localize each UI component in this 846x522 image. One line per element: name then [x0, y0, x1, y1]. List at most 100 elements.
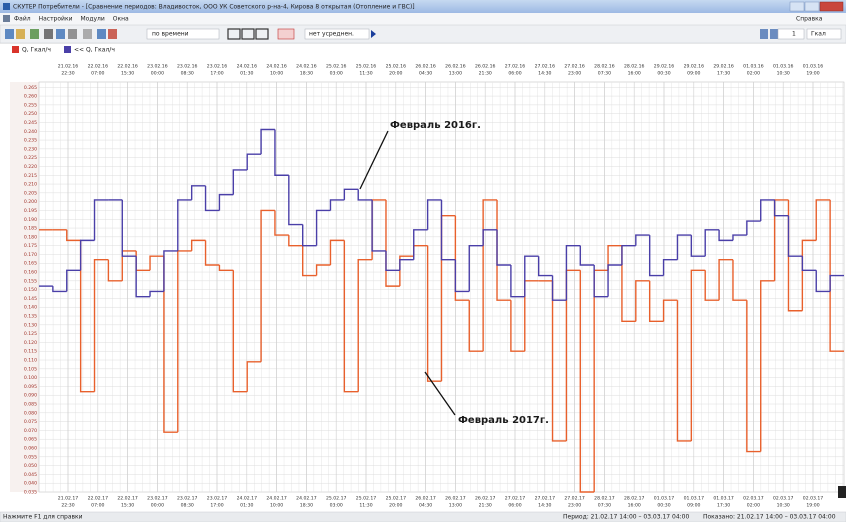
- y-tick-label: 0.190: [24, 217, 37, 223]
- step-segment: [496, 229, 511, 266]
- x-tick-label: 13:00: [449, 71, 462, 77]
- x-tick-label: 27.02.17: [505, 496, 526, 502]
- x-tick-label: 17:30: [717, 71, 730, 77]
- toolbar-icon[interactable]: [30, 29, 39, 39]
- step-segment: [746, 220, 761, 236]
- help-menu[interactable]: Справка: [796, 16, 823, 23]
- step-segment: [426, 245, 442, 382]
- menu-item[interactable]: Модули: [80, 16, 104, 23]
- step-segment: [676, 300, 692, 442]
- toolbar-icon[interactable]: [97, 29, 106, 39]
- maximize-button[interactable]: [804, 1, 820, 12]
- units-select[interactable]: [806, 28, 842, 40]
- toolbar-icon[interactable]: [44, 29, 53, 39]
- x-tick-label: 23.02.17: [147, 496, 168, 502]
- toolbar-icon[interactable]: [760, 29, 768, 39]
- y-tick-label: 0.120: [24, 340, 37, 346]
- x-tick-label: 24.02.17: [266, 496, 287, 502]
- step-segment: [648, 280, 664, 323]
- toolbar-icon[interactable]: [277, 28, 295, 40]
- x-tick-label: 27.02.17: [535, 496, 556, 502]
- time-mode-select[interactable]: [146, 28, 220, 40]
- x-tick-label: 03:00: [330, 71, 343, 77]
- x-tick-label: 27.02.17: [564, 496, 585, 502]
- x-tick-label: 27.02.16: [535, 64, 556, 70]
- x-tick-label: 27.02.16: [564, 64, 585, 70]
- step-segment: [399, 255, 414, 287]
- menu-item[interactable]: Файл: [14, 16, 31, 23]
- step-segment: [662, 299, 678, 322]
- x-tick-label: 25.02.16: [356, 64, 377, 70]
- step-segment: [482, 229, 498, 246]
- y-axis-strip: [10, 82, 39, 492]
- x-tick-label: 25.02.16: [326, 64, 347, 70]
- play-icon[interactable]: [371, 30, 376, 38]
- x-tick-label: 01.03.17: [684, 496, 705, 502]
- x-tick-label: 22.02.16: [117, 64, 138, 70]
- annotation-arrow: [424, 371, 456, 416]
- close-button[interactable]: [819, 1, 844, 12]
- x-tick-label: 28.02.16: [594, 64, 615, 70]
- step-segment: [704, 229, 720, 257]
- y-tick-label: 0.145: [24, 296, 37, 302]
- toolbar-icon[interactable]: [227, 28, 241, 40]
- step-segment: [635, 234, 650, 246]
- menu-bar: [0, 13, 846, 25]
- y-tick-label: 0.040: [24, 481, 37, 487]
- menu-item[interactable]: Настройки: [39, 16, 73, 23]
- legend-item: << Q, Гкал/ч: [74, 47, 115, 54]
- x-tick-label: 21.02.17: [58, 496, 79, 502]
- y-tick-label: 0.105: [24, 366, 37, 372]
- app-icon: [3, 3, 10, 10]
- y-tick-label: 0.170: [24, 252, 37, 258]
- step-segment: [177, 199, 192, 251]
- x-tick-label: 00:00: [151, 71, 164, 77]
- step-segment: [551, 280, 567, 442]
- x-tick-label: 01.03.17: [654, 496, 675, 502]
- y-tick-label: 0.080: [24, 410, 37, 416]
- y-tick-label: 0.225: [24, 155, 37, 161]
- toolbar-icon[interactable]: [83, 29, 92, 39]
- toolbar-icon[interactable]: [770, 29, 778, 39]
- step-segment: [815, 199, 831, 241]
- toolbar-icon[interactable]: [56, 29, 65, 39]
- step-segment: [218, 193, 234, 211]
- toolbar-icon[interactable]: [16, 29, 25, 39]
- toolbar-icon[interactable]: [68, 29, 77, 39]
- toolbar-icon[interactable]: [5, 29, 14, 39]
- x-tick-label: 16:00: [628, 503, 641, 509]
- step-segment: [52, 286, 67, 293]
- x-tick-label: 28.02.16: [624, 64, 645, 70]
- x-tick-label: 20:00: [389, 71, 402, 77]
- step-segment: [371, 199, 386, 252]
- step-segment: [121, 199, 137, 257]
- x-tick-label: 14:30: [538, 71, 551, 77]
- x-tick-label: 02:00: [747, 71, 760, 77]
- step-segment: [760, 280, 775, 452]
- toolbar-icon[interactable]: [241, 28, 255, 40]
- step-segment: [246, 153, 262, 170]
- x-tick-label: 27.02.16: [505, 64, 526, 70]
- averaging-select[interactable]: [304, 28, 370, 40]
- x-tick-label: 26.02.16: [445, 64, 466, 70]
- y-tick-label: 0.140: [24, 305, 37, 311]
- x-tick-label: 23.02.17: [207, 496, 228, 502]
- x-tick-label: 09:00: [687, 71, 700, 77]
- toolbar-icon[interactable]: [108, 29, 117, 39]
- x-tick-label: 23.02.16: [207, 64, 228, 70]
- step-select[interactable]: [777, 28, 805, 40]
- y-tick-label: 0.205: [24, 190, 37, 196]
- x-tick-label: 29.02.16: [654, 64, 675, 70]
- step-segment: [329, 199, 345, 211]
- toolbar-icon[interactable]: [255, 28, 269, 40]
- y-tick-label: 0.250: [24, 111, 37, 117]
- scroll-arrow[interactable]: [838, 486, 846, 498]
- y-tick-label: 0.215: [24, 173, 37, 179]
- step-segment: [676, 234, 692, 260]
- menu-item[interactable]: Окна: [113, 16, 129, 23]
- y-tick-label: 0.200: [24, 199, 37, 205]
- step-segment: [718, 259, 733, 301]
- minimize-button[interactable]: [789, 1, 805, 12]
- step-segment: [302, 245, 317, 277]
- x-tick-label: 17:30: [717, 503, 730, 509]
